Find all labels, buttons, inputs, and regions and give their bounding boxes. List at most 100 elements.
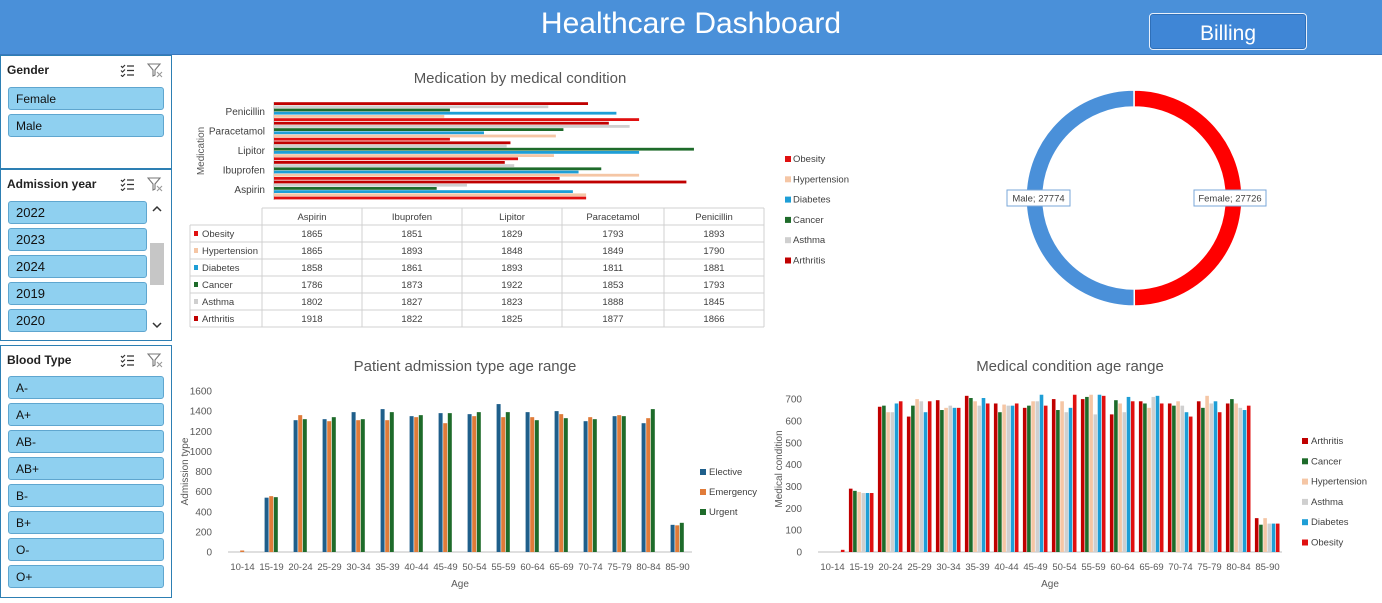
slicer-item-2020[interactable]: 2020	[8, 309, 147, 332]
legend-label: Obesity	[793, 154, 825, 165]
y-tick-label: 500	[785, 438, 802, 449]
slicer-item-b-pos[interactable]: B+	[8, 511, 164, 534]
legend-label: Emergency	[709, 487, 757, 498]
bar-urgent	[418, 415, 423, 552]
slicer-item-2022[interactable]: 2022	[8, 201, 147, 224]
table-legend-key	[194, 265, 198, 270]
slicer-item-2019[interactable]: 2019	[8, 282, 147, 305]
legend-swatch	[700, 509, 706, 515]
bar-emergency	[617, 415, 622, 552]
legend-label: Obesity	[1311, 538, 1343, 549]
legend-swatch	[700, 469, 706, 475]
legend-swatch	[785, 196, 791, 203]
multi-select-icon[interactable]	[120, 63, 134, 77]
legend-swatch	[785, 216, 791, 223]
clear-filter-icon[interactable]	[147, 352, 163, 368]
x-tick-label: 70-74	[578, 562, 602, 573]
slicer-item-o-pos[interactable]: O+	[8, 565, 164, 588]
multi-select-icon[interactable]	[120, 177, 134, 191]
bar-urgent	[592, 419, 597, 552]
y-tick-label: 200	[195, 527, 212, 538]
clear-filter-icon[interactable]	[147, 62, 163, 78]
slicer-item-2024[interactable]: 2024	[8, 255, 147, 278]
table-legend-key	[194, 282, 198, 287]
y-tick-label: 200	[785, 504, 802, 515]
table-cell: 1888	[602, 297, 623, 308]
slicer-scrollbar[interactable]	[149, 201, 165, 333]
table-cell: 1861	[401, 263, 422, 274]
table-cell: 1893	[501, 263, 522, 274]
bar-elective	[322, 419, 327, 552]
billing-button[interactable]: Billing	[1149, 13, 1307, 50]
multi-select-icon[interactable]	[120, 353, 134, 367]
table-header: Ibuprofen	[392, 212, 432, 223]
legend-swatch	[785, 237, 791, 244]
legend-label: Hypertension	[793, 174, 849, 185]
table-cell: 1823	[501, 297, 522, 308]
bar-obesity	[985, 403, 990, 552]
bar-cancer	[274, 147, 694, 151]
bar-elective	[264, 497, 269, 552]
data-label: Female; 27726	[1198, 194, 1261, 205]
legend-swatch	[700, 489, 706, 495]
bar-diabetes	[1271, 523, 1276, 552]
bar-urgent	[273, 497, 278, 552]
table-row-label: Asthma	[202, 297, 235, 308]
x-tick-label: 45-49	[1023, 562, 1047, 573]
y-tick-label: 400	[195, 507, 212, 518]
bar-obesity	[1159, 403, 1164, 552]
table-header: Penicillin	[695, 212, 733, 223]
y-axis-label: Medical condition	[774, 430, 785, 507]
legend-label: Cancer	[793, 215, 824, 226]
slicer-item-ab-pos[interactable]: AB+	[8, 457, 164, 480]
bar-obesity	[1246, 405, 1251, 552]
x-tick-label: 75-79	[607, 562, 631, 573]
table-row-label: Hypertension	[202, 246, 258, 257]
y-tick-label: 600	[195, 487, 212, 498]
slicer-item-a-neg[interactable]: A-	[8, 376, 164, 399]
scroll-down-icon	[152, 322, 162, 329]
table-legend-key	[194, 316, 198, 321]
bar-diabetes	[1155, 395, 1160, 552]
slicer-item-ab-neg[interactable]: AB-	[8, 430, 164, 453]
bar-hypertension	[1176, 401, 1180, 552]
bar-hypertension	[274, 154, 554, 157]
table-cell: 1853	[602, 280, 623, 291]
table-cell: 1866	[703, 314, 724, 325]
slicer-item-o-neg[interactable]: O-	[8, 538, 164, 561]
bar-urgent	[331, 417, 336, 552]
bar-cancer	[911, 405, 915, 552]
bar-elective	[670, 524, 675, 552]
bar-cancer	[998, 412, 1002, 552]
slicer-item-b-neg[interactable]: B-	[8, 484, 164, 507]
slicer-title: Gender	[7, 63, 50, 77]
bar-arthritis	[848, 488, 853, 552]
x-tick-label: 30-34	[346, 562, 370, 573]
donut-slice-male	[1025, 89, 1136, 307]
bar-hypertension	[274, 134, 556, 138]
x-tick-label: 85-90	[665, 562, 689, 573]
bar-diabetes	[1010, 405, 1015, 552]
slicer-item-a-pos[interactable]: A+	[8, 403, 164, 426]
bar-diabetes	[274, 151, 640, 154]
bar-asthma	[1122, 412, 1127, 552]
bar-diabetes	[1068, 407, 1073, 552]
slicer-item-male[interactable]: Male	[8, 114, 164, 137]
bar-urgent	[360, 419, 365, 552]
bar-asthma	[1151, 396, 1156, 552]
bar-asthma	[1035, 401, 1040, 552]
dashboard-header: Healthcare Dashboard Billing	[0, 0, 1382, 55]
bar-cancer	[1143, 403, 1147, 552]
bar-cancer	[1230, 399, 1234, 552]
bar-diabetes	[1097, 394, 1102, 552]
slicer-item-2023[interactable]: 2023	[8, 228, 147, 251]
table-header: Aspirin	[297, 212, 326, 223]
slicer-item-female[interactable]: Female	[8, 87, 164, 110]
bar-cancer	[274, 128, 564, 131]
bar-emergency	[385, 420, 390, 552]
bar-diabetes	[274, 170, 579, 174]
table-cell: 1918	[301, 314, 322, 325]
legend-label: Diabetes	[1311, 517, 1349, 528]
x-tick-label: 60-64	[1110, 562, 1134, 573]
clear-filter-icon[interactable]	[147, 176, 163, 192]
